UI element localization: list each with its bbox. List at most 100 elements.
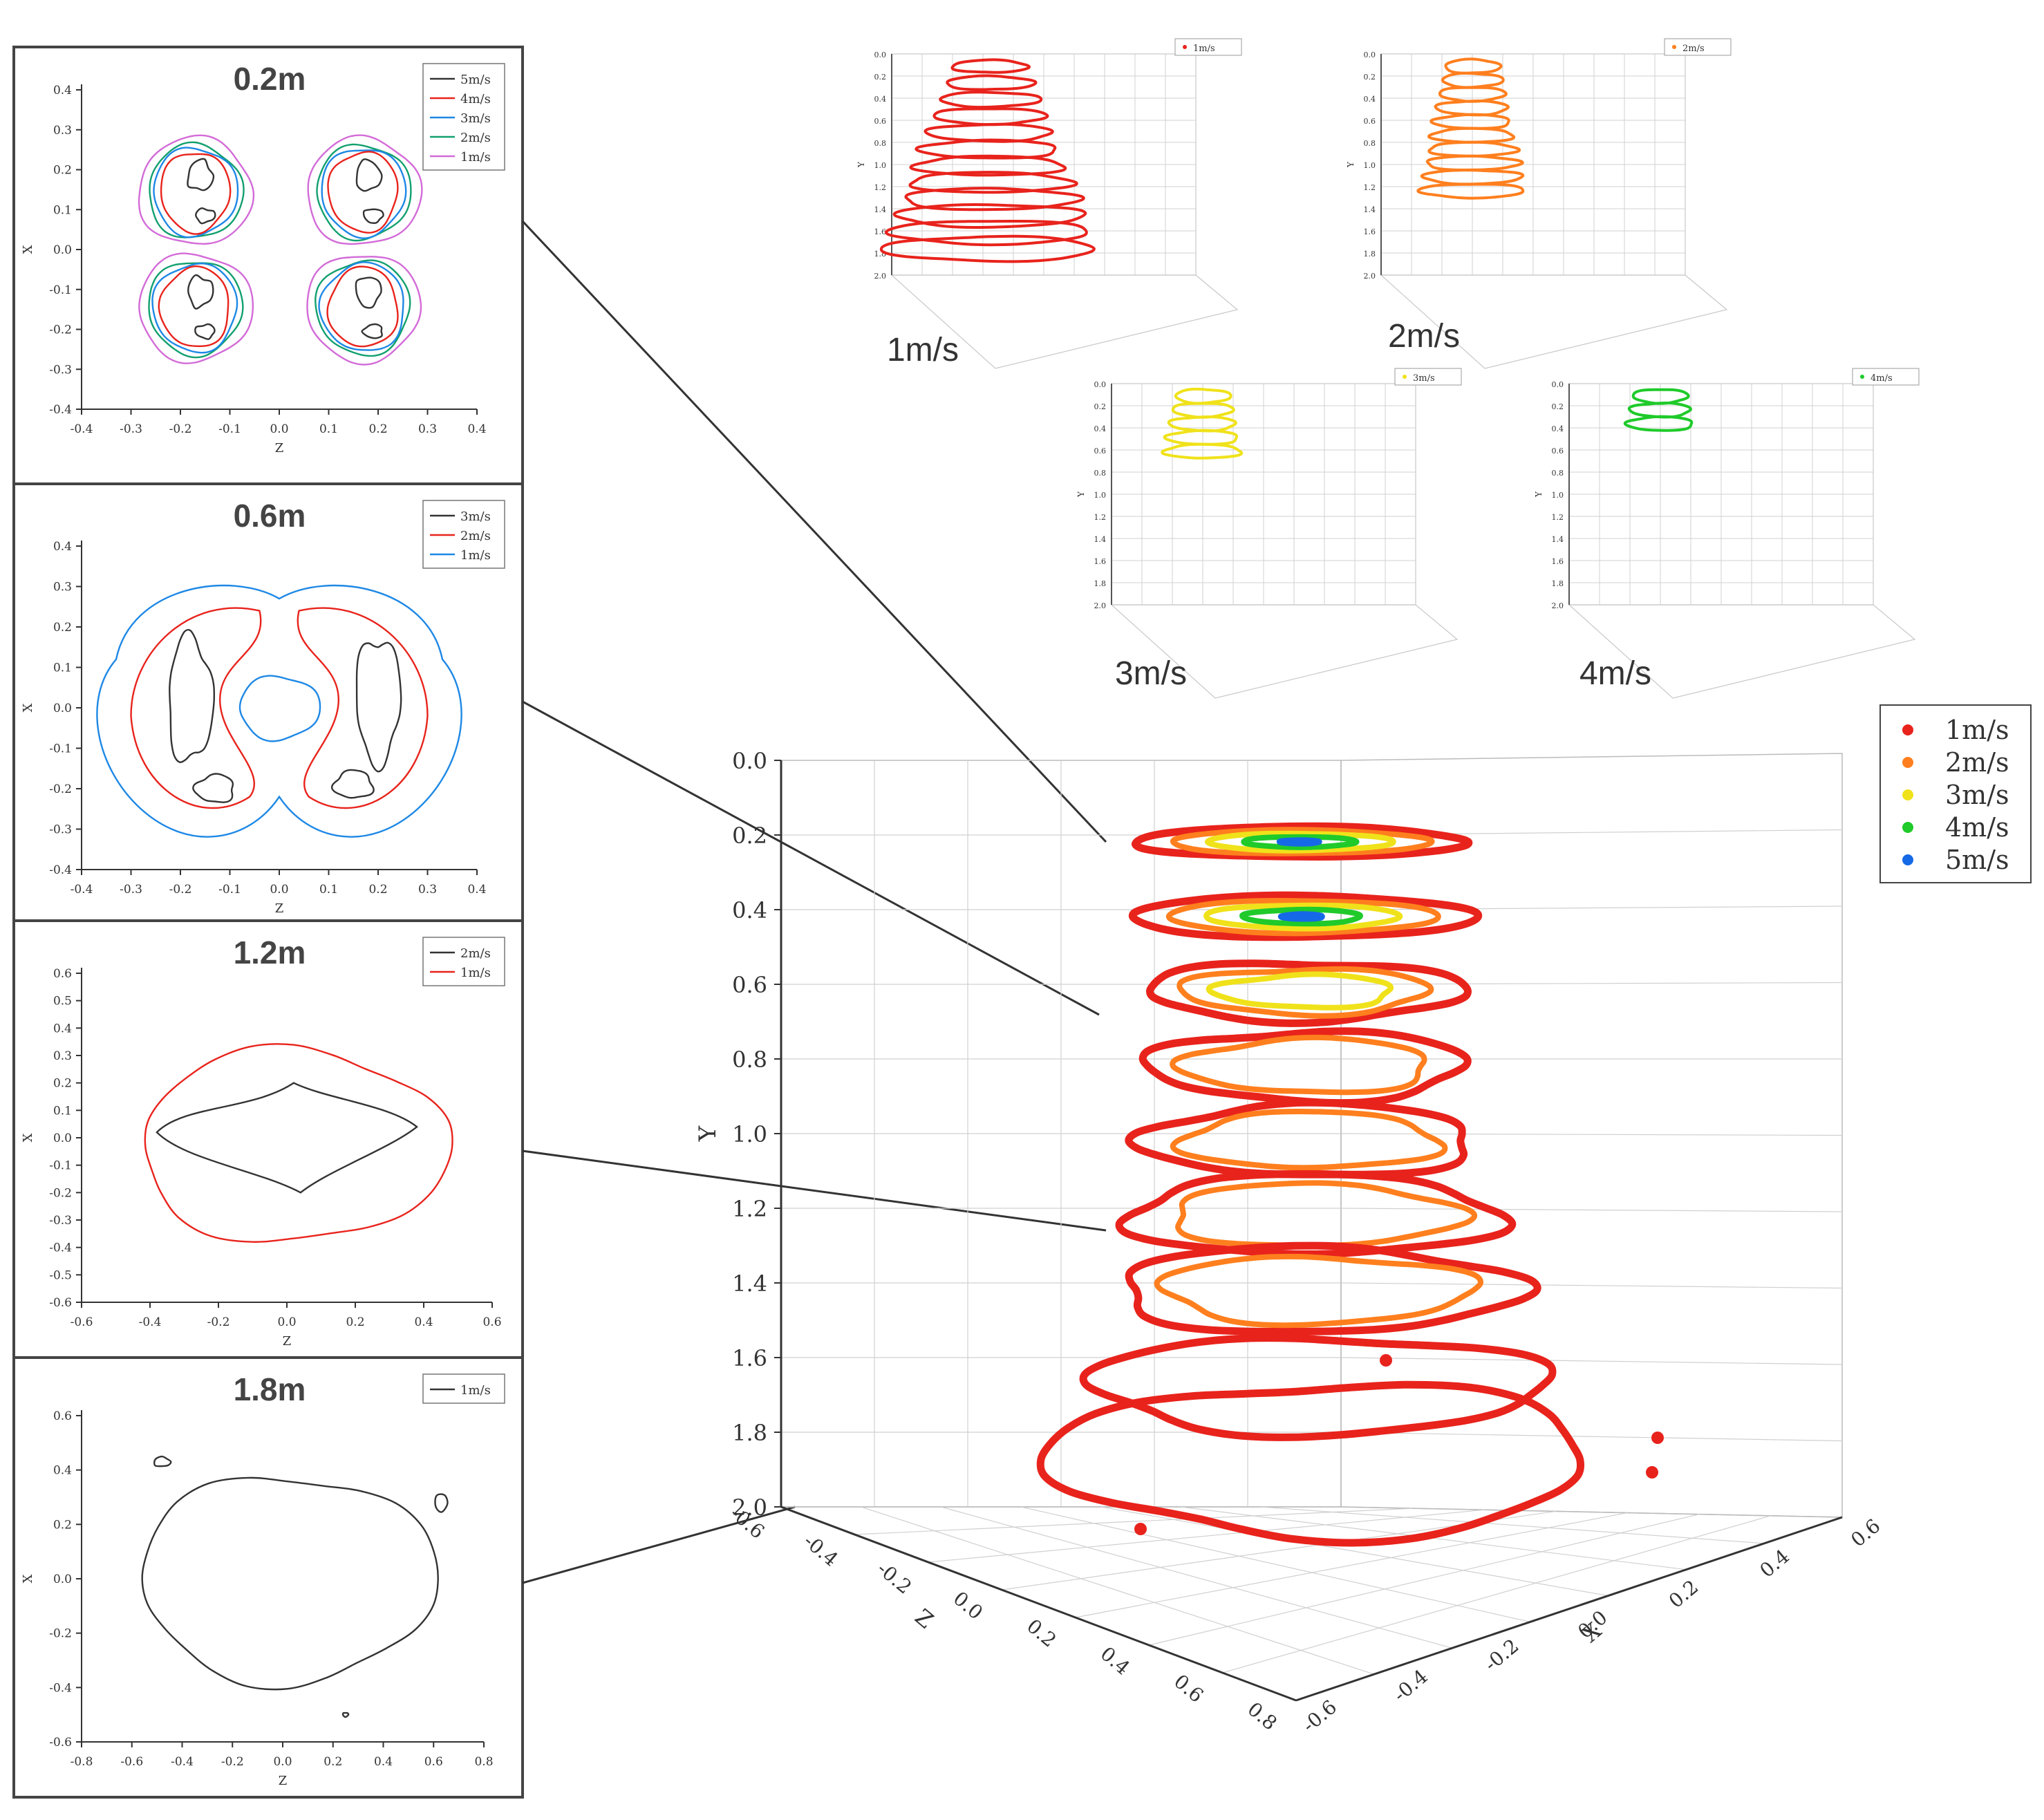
x-tick-label: 0.1	[319, 883, 338, 897]
contour-red	[158, 265, 229, 348]
x-tick-label: -0.1	[218, 422, 241, 436]
y-tick-label: 0.5	[53, 995, 72, 1008]
legend-label: 4m/s	[1945, 812, 2009, 843]
y-tick-label: 0.6	[1552, 447, 1564, 456]
grid-line	[1340, 1133, 1843, 1136]
y-tick-label: 0.0	[1552, 380, 1564, 389]
y-tick-label: 0.2	[1552, 402, 1564, 411]
x-tick-label: -0.2	[169, 883, 192, 897]
connector-line	[522, 1505, 796, 1584]
x-tick-label: 0.0	[273, 1755, 292, 1769]
y-tick-label: 0.4	[732, 897, 767, 923]
legend-marker	[1183, 45, 1187, 49]
z-tick-label: 0.8	[1243, 1698, 1281, 1735]
z-axis-label: Z	[910, 1604, 938, 1633]
y-tick-label: 0.6	[1094, 447, 1107, 456]
y-tick-label: 2.0	[1094, 601, 1107, 610]
y-tick-label: 0.6	[1364, 117, 1376, 126]
contour-black	[169, 628, 216, 763]
y-tick-label: 1.4	[732, 1270, 767, 1297]
y-axis-label: Y	[1076, 491, 1086, 498]
y-tick-label: 0.0	[1364, 50, 1376, 59]
iso-ring	[1623, 415, 1694, 432]
contour-magenta	[138, 134, 255, 245]
ring-1m-s	[1132, 822, 1473, 861]
y-tick-label: 0.2	[1364, 73, 1376, 82]
contour-black	[355, 158, 383, 192]
ring-2m-s	[1176, 966, 1434, 1019]
floor	[1110, 604, 1459, 699]
y-tick-label: 0.2	[874, 73, 887, 82]
legend-label: 2m/s	[460, 529, 491, 543]
grid-line	[1021, 1506, 1530, 1623]
x-tick-label: -0.1	[218, 883, 241, 897]
x-axis-label: Z	[283, 1334, 292, 1349]
x-tick-label: 0.2	[1665, 1575, 1703, 1613]
y-tick-label: -0.6	[49, 1296, 72, 1310]
slice-panel-1.2m: 1.2m -0.6 -0.4 -0.2 0.0 0.2 0.4 0.6 0.6 0.5 0.4 0.3…	[12, 919, 524, 1359]
iso-rings	[1623, 388, 1694, 432]
x-tick-label: 0.0	[270, 883, 288, 897]
y-tick-label: 0.2	[53, 1077, 72, 1091]
y-tick-label: 0.0	[874, 50, 887, 59]
iso-ring	[892, 203, 1087, 229]
x-tick-label: -0.2	[207, 1315, 230, 1329]
contour-green	[149, 141, 245, 238]
y-tick-label: -0.2	[49, 1627, 72, 1641]
y-tick-label: 0.8	[1364, 139, 1376, 148]
contour-black	[194, 323, 216, 340]
y-tick-label: 1.0	[1094, 491, 1107, 500]
grid-line	[941, 1506, 1452, 1649]
x-axis-label: Z	[275, 441, 284, 456]
ring-3m-s	[1203, 902, 1403, 932]
x-tick-label: -0.4	[171, 1755, 194, 1769]
iso-ring	[1167, 415, 1237, 433]
layer-rings	[1036, 822, 1664, 1547]
legend-label: 4m/s	[460, 92, 491, 106]
contour-black	[195, 207, 216, 225]
grid-line	[1340, 1432, 1843, 1442]
connector-line	[522, 700, 1100, 1016]
iso-ring	[1627, 401, 1692, 419]
legend-marker	[1902, 854, 1913, 865]
y-tick-label: 0.0	[1094, 380, 1107, 389]
y-tick-label: 1.6	[1094, 557, 1107, 566]
z-tick-label: 0.6	[1170, 1670, 1208, 1707]
iso-plot-2m/s: 0.0 0.2 0.4 0.6 0.8 1.0 1.2 1.4 1.6 1.8 2.0 Y 2m/s 2m…	[1346, 38, 1732, 369]
z-axis-line	[780, 1505, 1297, 1702]
plot-caption: 3m/s	[1115, 655, 1187, 692]
stray-point	[1646, 1466, 1658, 1479]
iso-ring	[1163, 429, 1239, 446]
y-tick-label: 0.8	[732, 1047, 767, 1073]
iso-ring	[1427, 140, 1521, 158]
ring-1m-s	[1125, 1241, 1541, 1336]
x-tick-label: -0.3	[120, 422, 142, 436]
ring-1m-s	[1036, 1380, 1585, 1547]
y-tick-label: -0.6	[49, 1736, 72, 1749]
x-tick-label: -0.2	[1480, 1634, 1523, 1676]
x-tick-label: -0.2	[169, 422, 192, 436]
panel-title: 0.6m	[234, 498, 306, 534]
iso-plot-4m/s: 0.0 0.2 0.4 0.6 0.8 1.0 1.2 1.4 1.6 1.8 2.0 Y 4m/s 4m…	[1534, 368, 1920, 699]
x-tick-label: 0.6	[424, 1755, 443, 1769]
contour-red	[327, 151, 399, 234]
iso-plot-3m/s: 0.0 0.2 0.4 0.6 0.8 1.0 1.2 1.4 1.6 1.8 2.0 Y 3m/s 3m…	[1076, 368, 1462, 699]
contour-black	[355, 276, 382, 309]
legend-label: 1m/s	[460, 1383, 491, 1398]
y-tick-label: -0.2	[49, 323, 72, 337]
connector-line	[522, 1150, 1107, 1232]
y-tick-label: 0.1	[53, 203, 72, 217]
y-axis-label: Y	[694, 1125, 722, 1142]
iso-ring	[932, 107, 1049, 126]
grid-line	[861, 1506, 1375, 1675]
x-tick-label: 0.6	[482, 1315, 501, 1329]
y-tick-label: 0.4	[53, 84, 72, 97]
y-axis-label: X	[21, 245, 35, 254]
x-tick-label: 0.2	[368, 883, 387, 897]
y-axis-label: X	[21, 1133, 35, 1142]
contour-red	[144, 1043, 453, 1243]
y-tick-label: 1.4	[874, 205, 887, 214]
contour-red	[297, 607, 429, 809]
contour-group	[96, 584, 462, 838]
